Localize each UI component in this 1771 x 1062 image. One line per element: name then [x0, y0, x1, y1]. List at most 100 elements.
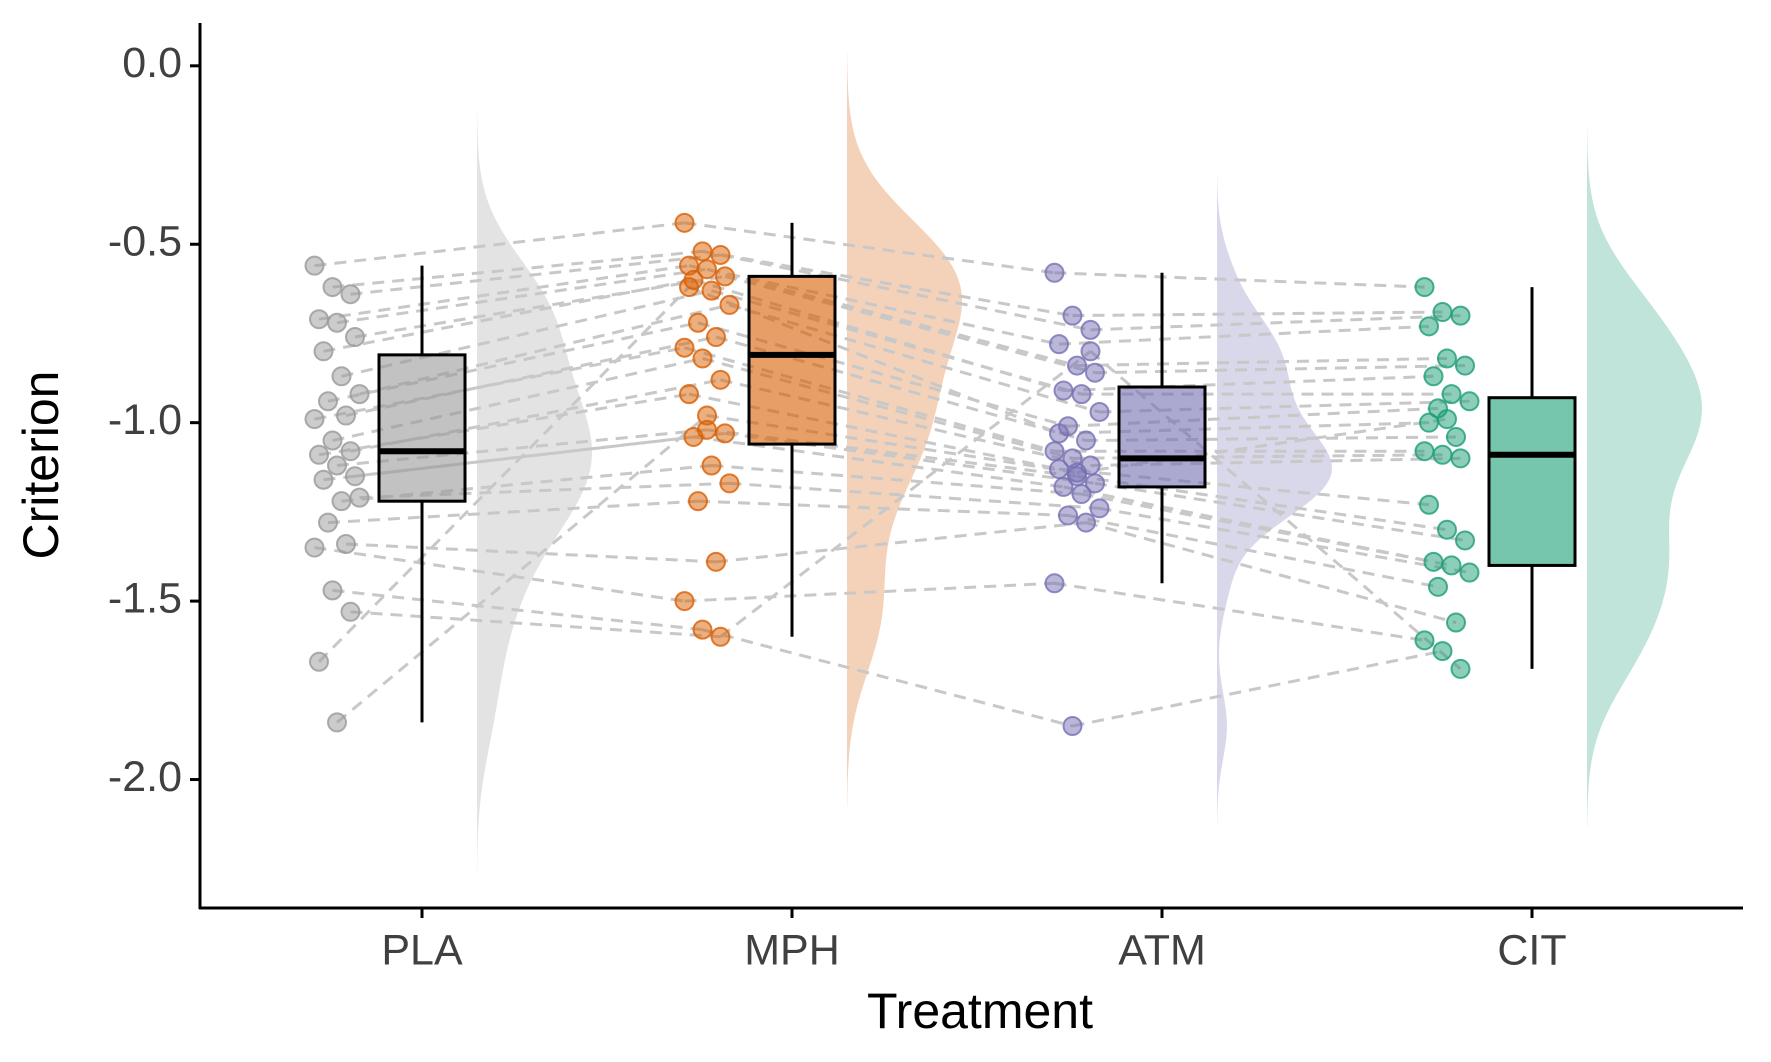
point	[327, 712, 347, 733]
point	[340, 441, 361, 462]
point	[1428, 576, 1448, 597]
point	[1455, 530, 1475, 551]
subject-line	[314, 221, 685, 268]
subject-line	[684, 581, 1055, 603]
subject-line	[317, 286, 691, 663]
point	[349, 487, 370, 508]
point	[1437, 519, 1457, 540]
point	[336, 405, 356, 426]
point	[679, 384, 699, 405]
point	[309, 444, 329, 465]
half-violin	[1587, 129, 1702, 827]
point	[1067, 355, 1087, 376]
point	[1455, 355, 1475, 376]
point	[322, 277, 343, 298]
y-tick-label: -0.5	[108, 218, 182, 266]
x-axis-title: Treatment	[867, 983, 1093, 1039]
subject-line	[719, 350, 1092, 638]
point	[674, 337, 695, 358]
point	[1441, 384, 1462, 405]
point	[1459, 391, 1480, 412]
point	[1414, 277, 1435, 298]
point	[1053, 380, 1074, 401]
subject-line	[1072, 310, 1443, 318]
subject-line	[354, 274, 726, 339]
point	[1076, 430, 1096, 451]
box	[377, 353, 467, 503]
half-violin	[477, 113, 592, 875]
subject-line	[318, 264, 690, 321]
point	[1044, 573, 1065, 594]
subject-line	[350, 610, 721, 639]
point	[715, 266, 735, 287]
point	[1419, 316, 1439, 337]
point	[1459, 562, 1480, 583]
point	[1432, 444, 1453, 465]
point	[304, 255, 325, 276]
point	[1441, 555, 1462, 576]
point	[1053, 476, 1074, 497]
point	[1423, 551, 1444, 572]
subject-line	[715, 521, 1087, 564]
subject-line	[1063, 485, 1434, 564]
point	[1049, 334, 1069, 355]
point	[313, 469, 334, 490]
subject-line	[332, 249, 703, 289]
point	[1049, 423, 1069, 444]
box	[1117, 385, 1207, 489]
subject-line	[697, 499, 1069, 517]
y-axis-title: Criterion	[13, 371, 69, 560]
point	[688, 312, 708, 333]
point	[1049, 459, 1069, 480]
subject-line	[314, 546, 685, 603]
point	[1423, 366, 1444, 387]
point	[1062, 305, 1083, 326]
subject-line	[702, 628, 1073, 728]
point	[1432, 302, 1453, 323]
subject-line	[1058, 324, 1430, 346]
point	[701, 455, 722, 476]
box	[747, 274, 837, 446]
point	[1414, 441, 1435, 462]
point	[309, 651, 329, 672]
axis-layer: 0.0 -0.5 -1.0 -1.5 -2.0 PLA MPH ATM CIT	[108, 23, 1743, 974]
subject-line	[350, 253, 721, 296]
point	[1085, 473, 1105, 494]
x-tick-label: CIT	[1497, 926, 1566, 974]
point	[340, 284, 361, 305]
subject-line	[327, 499, 699, 525]
half-violin	[847, 53, 962, 807]
point	[688, 491, 708, 512]
subject-line	[1094, 364, 1466, 375]
subject-line	[1081, 492, 1452, 567]
subject-line	[314, 346, 685, 421]
point	[1085, 362, 1105, 383]
subject-line	[345, 542, 717, 564]
point	[1450, 305, 1471, 326]
subject-line	[1067, 513, 1439, 589]
point	[327, 312, 347, 333]
point	[1044, 441, 1065, 462]
point	[1450, 658, 1471, 679]
point	[692, 348, 713, 369]
point	[692, 619, 713, 640]
box-layer	[377, 222, 1577, 723]
point	[309, 309, 329, 330]
point	[318, 512, 338, 533]
point	[683, 426, 704, 447]
point	[1080, 319, 1101, 340]
subject-line	[702, 249, 1073, 318]
point	[331, 491, 352, 512]
subject-line	[1054, 271, 1425, 289]
point	[715, 423, 735, 444]
point	[1437, 348, 1457, 369]
subject-line	[1054, 581, 1425, 642]
point	[1432, 641, 1453, 662]
point	[710, 369, 731, 390]
x-tick-label: PLA	[381, 926, 463, 974]
point	[1071, 484, 1092, 505]
points-layer	[304, 212, 1480, 737]
point	[1414, 630, 1435, 651]
x-tick-label: MPH	[744, 926, 840, 974]
point	[697, 405, 717, 426]
